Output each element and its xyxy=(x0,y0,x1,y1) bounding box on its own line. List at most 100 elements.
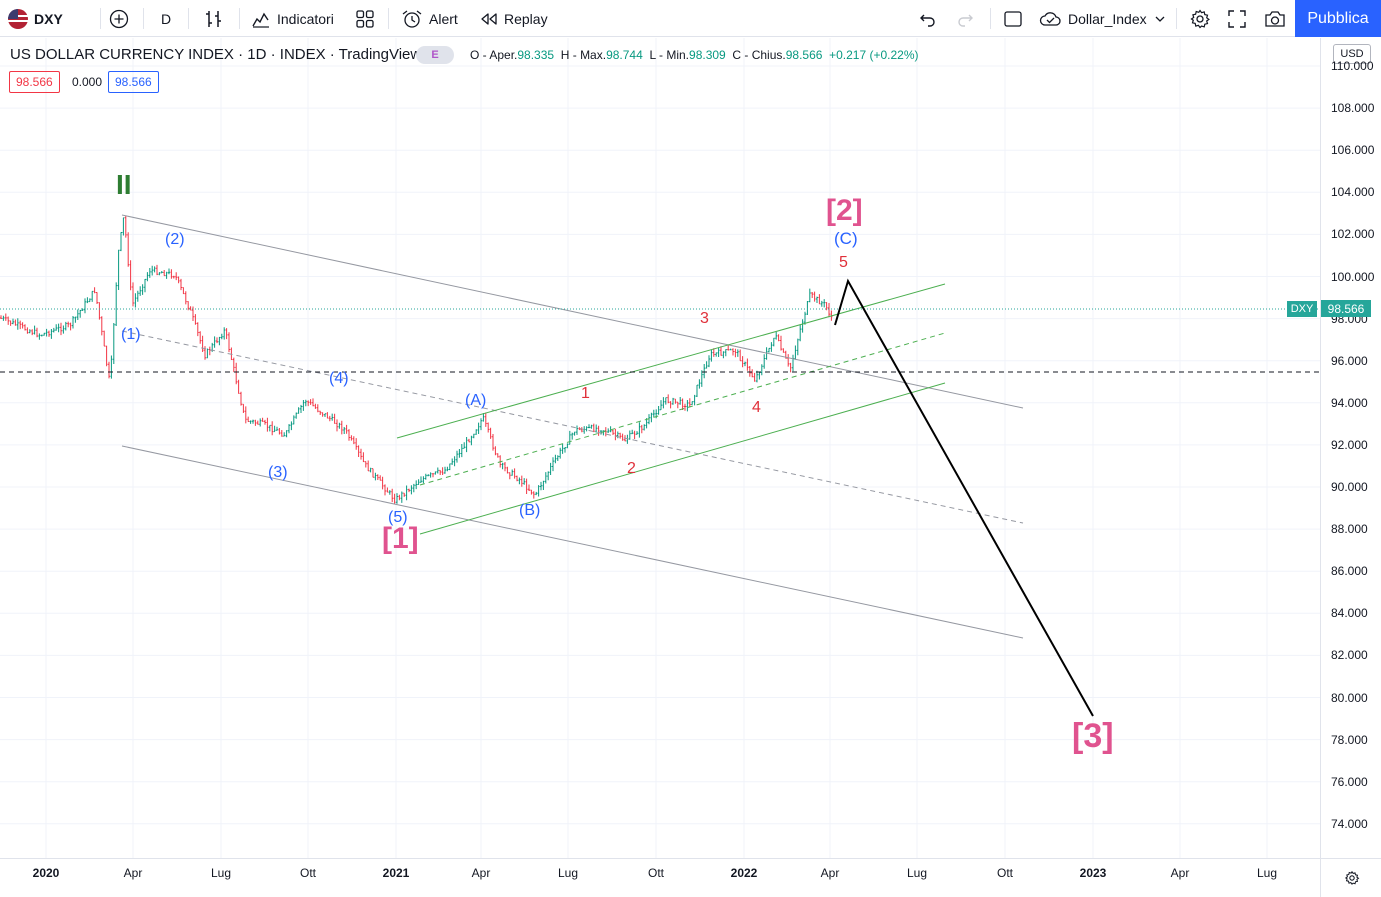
wave-label-bracket-1[interactable]: [1] xyxy=(382,522,419,555)
ohlc-bar xyxy=(76,309,79,320)
ohlc-bar xyxy=(432,473,434,478)
ohlc-bar xyxy=(417,479,420,485)
indicators-button[interactable]: Indicatori xyxy=(251,0,334,37)
currency-select[interactable]: USD xyxy=(1333,44,1371,64)
price-tick-label: 96.000 xyxy=(1331,353,1368,368)
ohlc-bar xyxy=(571,432,574,440)
ohlc-bar xyxy=(607,428,610,433)
wave-label-1[interactable]: (1) xyxy=(121,326,141,343)
wave-label-C[interactable]: (C) xyxy=(834,229,858,248)
ohlc-bar xyxy=(523,478,526,485)
wave-label-minor-4[interactable]: 4 xyxy=(752,399,761,416)
chart-legend-title[interactable]: US DOLLAR CURRENCY INDEX · 1D · INDEX · … xyxy=(10,46,422,63)
ohlc-bar xyxy=(2,315,5,321)
ohlc-bar xyxy=(110,355,113,379)
wave-label-minor-5[interactable]: 5 xyxy=(839,254,848,271)
ohlc-bar xyxy=(772,337,775,347)
rewind-icon xyxy=(480,11,498,27)
wave-label-minor-2[interactable]: 2 xyxy=(627,460,636,477)
ohlc-bar xyxy=(681,398,684,410)
ohlc-bar xyxy=(698,379,701,389)
wave-label-minor-3[interactable]: 3 xyxy=(700,310,709,327)
fullscreen-button[interactable] xyxy=(1227,0,1247,37)
alert-button[interactable]: Alert xyxy=(401,0,458,37)
ohlc-bar xyxy=(415,480,418,490)
ohlc-bar xyxy=(384,484,386,496)
price-tick-label: 100.000 xyxy=(1331,269,1375,284)
ohlc-bar xyxy=(667,394,670,404)
interval-button[interactable]: D xyxy=(161,0,171,37)
ohlc-bar xyxy=(585,426,588,432)
ohlc-bar xyxy=(372,468,374,478)
price-scale[interactable] xyxy=(1320,38,1381,858)
wave-label-minor-1[interactable]: 1 xyxy=(581,385,590,402)
symbol-search-button[interactable]: DXY xyxy=(8,0,63,37)
wave-label-bracket-2[interactable]: [2] xyxy=(826,194,863,227)
wave-label-B[interactable]: (B) xyxy=(519,502,541,519)
ohlc-bar xyxy=(424,473,427,480)
wave-label-3[interactable]: (3) xyxy=(268,464,288,481)
ohlc-bar xyxy=(388,490,391,495)
templates-button[interactable] xyxy=(355,0,375,37)
ohlc-bar xyxy=(69,322,72,331)
ohlc-bar xyxy=(165,271,168,279)
ask-value-box: 98.566 xyxy=(108,71,159,93)
replay-button[interactable]: Replay xyxy=(480,0,548,37)
ohlc-bar xyxy=(504,462,506,472)
wave-label-5[interactable]: (5) xyxy=(388,509,408,526)
ohlc-bar xyxy=(549,462,552,475)
ohlc-bar xyxy=(820,300,823,307)
ohlc-bar xyxy=(756,370,758,383)
ohlc-bar xyxy=(818,294,821,305)
wave-label-bracket-3[interactable]: [3] xyxy=(1072,717,1114,755)
publish-button[interactable]: Pubblica xyxy=(1295,0,1381,37)
snapshot-button[interactable] xyxy=(1263,0,1287,37)
ohlc-bar xyxy=(799,324,802,342)
ohlc-bar xyxy=(537,485,540,497)
alarm-clock-icon xyxy=(401,9,423,29)
price-tick-label: 76.000 xyxy=(1331,774,1368,789)
ohlc-bar xyxy=(276,426,278,431)
settings-button[interactable] xyxy=(1189,0,1211,37)
price-tick-label: 108.000 xyxy=(1331,101,1375,116)
ohlc-bar xyxy=(736,349,739,357)
ohlc-bar xyxy=(321,412,324,417)
ohlc-bar xyxy=(48,330,50,337)
ohlc-bar xyxy=(31,329,34,336)
ohlc-bar xyxy=(316,404,319,413)
ohlc-bar xyxy=(535,491,538,496)
fullscreen-toggle-button[interactable] xyxy=(1003,0,1023,37)
ohlc-bar xyxy=(528,484,530,491)
undo-button[interactable] xyxy=(918,0,938,37)
ohlc-bar xyxy=(364,461,367,468)
time-scale[interactable] xyxy=(0,858,1320,897)
ohlc-bar xyxy=(578,427,581,431)
ohlc-bar xyxy=(480,418,482,431)
chart-pane[interactable]: II (2) (1) (4) (3) (5) [1] (A) (B) (C) [… xyxy=(0,38,1320,858)
chart-type-button[interactable] xyxy=(205,0,223,37)
us-flag-icon xyxy=(8,8,28,29)
ohlc-bar xyxy=(453,456,456,467)
redo-button[interactable] xyxy=(955,0,975,37)
ohlc-bar xyxy=(213,336,216,348)
wave-label-II[interactable]: II xyxy=(116,169,132,200)
ohlc-bar xyxy=(379,475,382,481)
wave-label-4[interactable]: (4) xyxy=(329,370,349,387)
layout-menu-button[interactable]: Dollar_Index xyxy=(1038,0,1165,37)
scale-settings-corner xyxy=(1320,858,1381,897)
ohlc-bar xyxy=(268,424,271,432)
ohlc-bar xyxy=(672,397,674,405)
chart-canvas[interactable] xyxy=(0,38,1320,858)
gear-icon xyxy=(1189,8,1211,30)
redo-icon xyxy=(955,9,975,29)
ohlc-bar xyxy=(345,424,348,434)
gear-icon[interactable] xyxy=(1344,870,1360,891)
ohlc-bar xyxy=(355,438,358,450)
ohlc-bar xyxy=(636,431,638,435)
ohlc-bar xyxy=(547,471,550,481)
wave-label-2[interactable]: (2) xyxy=(165,231,185,248)
ohlc-bar xyxy=(439,469,442,475)
compare-symbol-button[interactable] xyxy=(109,0,129,37)
exchange-badge[interactable]: E xyxy=(416,46,454,64)
wave-label-A[interactable]: (A) xyxy=(465,392,487,409)
